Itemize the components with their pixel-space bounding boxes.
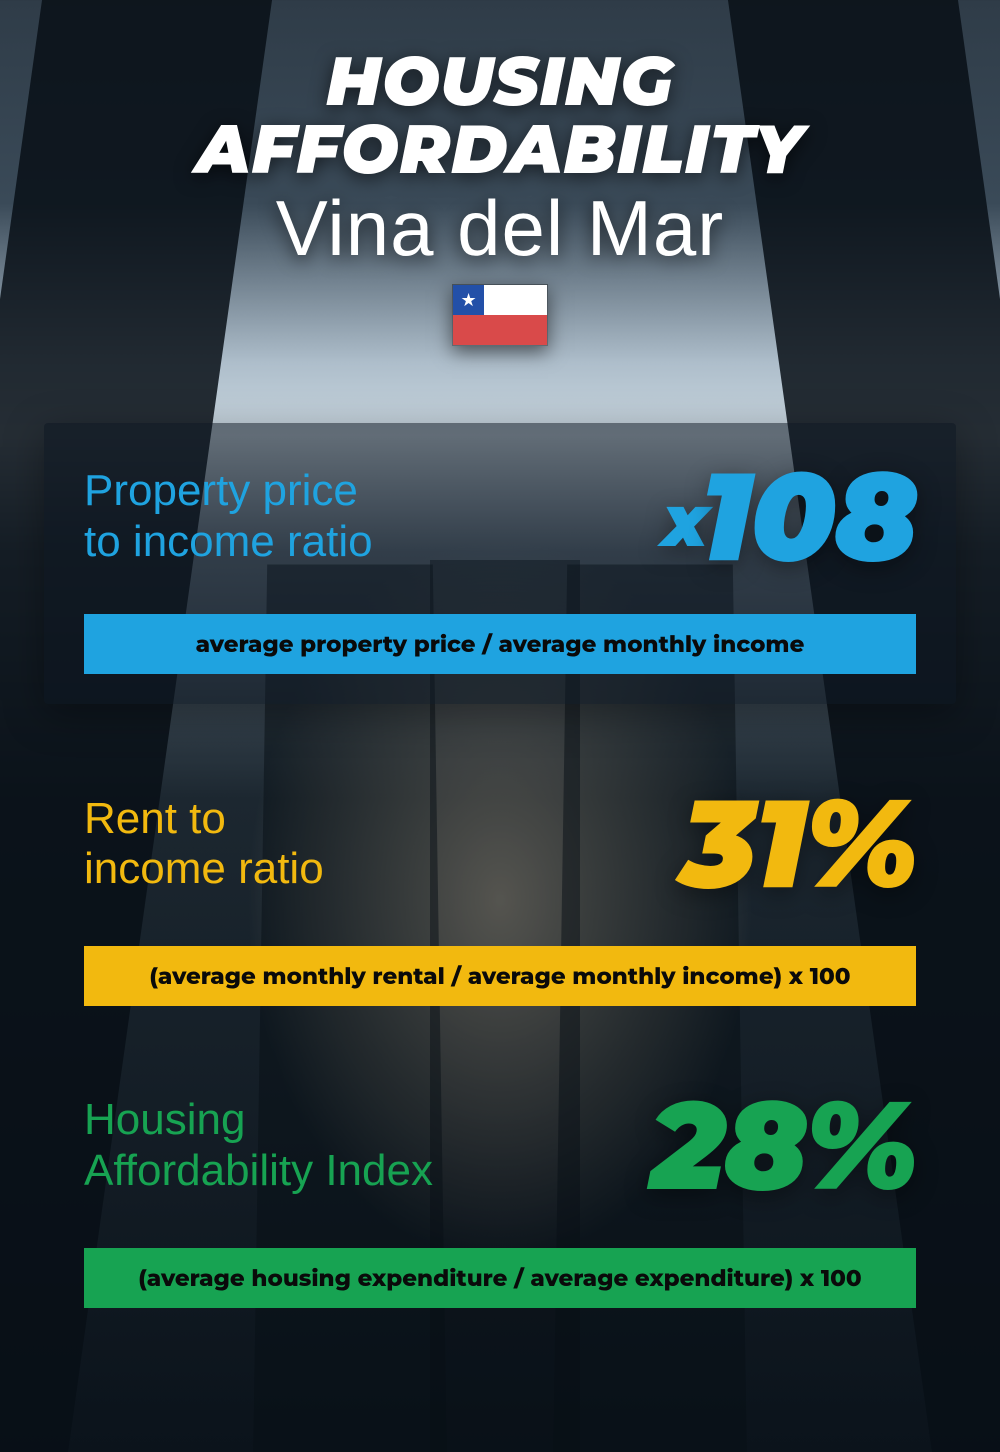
- infographic-page: HOUSING AFFORDABILITY Vina del Mar ★ Pro…: [0, 0, 1000, 1452]
- metric-value: 28%: [650, 1090, 916, 1202]
- metric-section-affordability-index: Housing Affordability Index 28% (average…: [44, 1090, 956, 1308]
- metric-label: Housing Affordability Index: [84, 1095, 433, 1196]
- metric-label: Property price to income ratio: [84, 466, 373, 567]
- metric-value: x108: [662, 461, 916, 573]
- page-subtitle: Vina del Mar: [44, 188, 956, 270]
- metric-value-number: 108: [700, 441, 916, 592]
- page-title: HOUSING AFFORDABILITY: [44, 48, 956, 184]
- metric-formula: (average housing expenditure / average e…: [84, 1248, 916, 1308]
- chile-flag-icon: ★: [452, 284, 548, 346]
- metric-value-number: 28%: [650, 1070, 916, 1221]
- flag-container: ★: [44, 284, 956, 351]
- metric-value: 31%: [680, 788, 916, 900]
- metric-section-rent: Rent to income ratio 31% (average monthl…: [44, 788, 956, 1006]
- metric-label: Rent to income ratio: [84, 794, 324, 895]
- metric-formula: (average monthly rental / average monthl…: [84, 946, 916, 1006]
- metric-value-number: 31%: [680, 768, 916, 919]
- metric-formula: average property price / average monthly…: [84, 614, 916, 674]
- metric-card-property-price: Property price to income ratio x108 aver…: [44, 423, 956, 705]
